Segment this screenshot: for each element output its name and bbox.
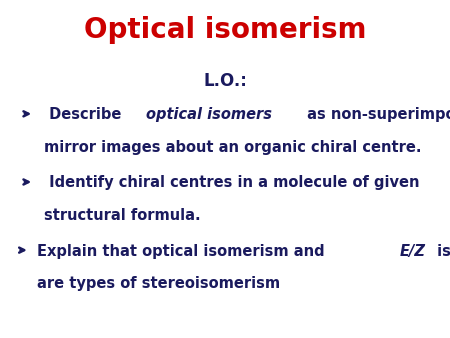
Text: isomerism: isomerism xyxy=(432,244,450,259)
Text: are types of stereoisomerism: are types of stereoisomerism xyxy=(37,276,280,291)
Text: Optical isomerism: Optical isomerism xyxy=(84,17,366,45)
Text: mirror images about an organic chiral centre.: mirror images about an organic chiral ce… xyxy=(44,140,421,155)
Text: structural formula.: structural formula. xyxy=(44,208,200,223)
Text: optical isomers: optical isomers xyxy=(146,107,272,122)
Text: L.O.:: L.O.: xyxy=(203,72,247,90)
Text: E/Z: E/Z xyxy=(400,244,426,259)
Text: as non-superimposable: as non-superimposable xyxy=(302,107,450,122)
Text: Describe: Describe xyxy=(44,107,126,122)
Text: Identify chiral centres in a molecule of given: Identify chiral centres in a molecule of… xyxy=(44,175,419,191)
Text: Explain that optical isomerism and: Explain that optical isomerism and xyxy=(37,244,330,259)
